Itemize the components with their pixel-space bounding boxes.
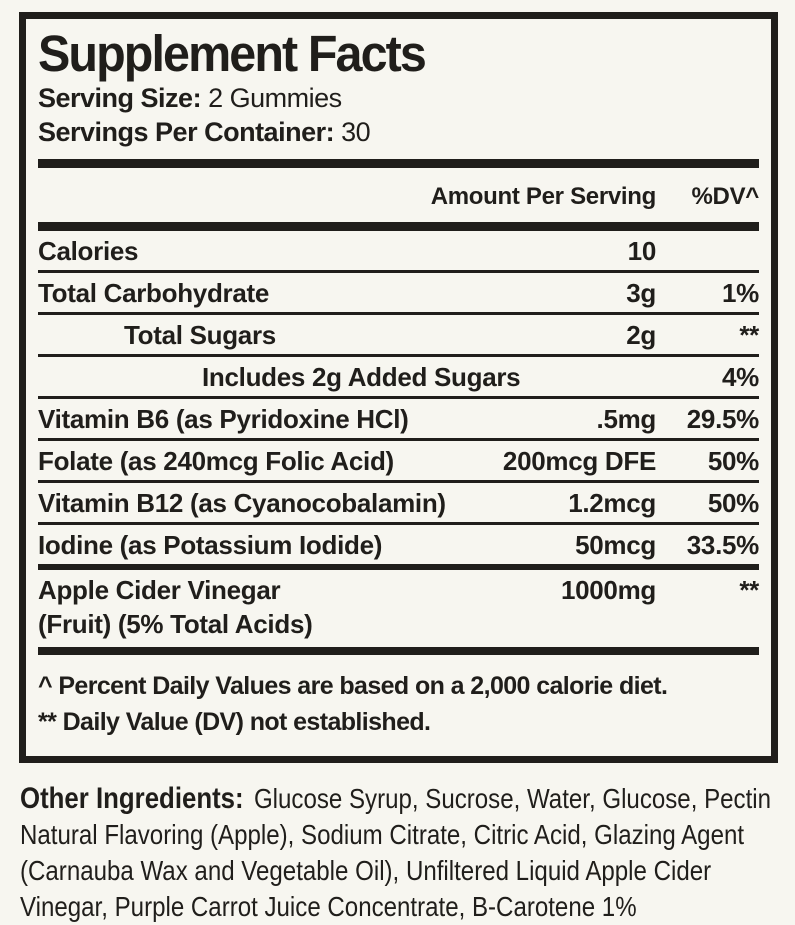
nutrient-daily-value: 33.5%: [686, 530, 760, 560]
divider-bar-top: [38, 159, 759, 168]
footnote-daily-values: ^ Percent Daily Values are based on a 2,…: [38, 672, 668, 700]
nutrient-amount: 1.2mcg: [568, 488, 656, 518]
nutrient-name-second-line: (Fruit) (5% Total Acids): [38, 609, 313, 639]
servings-per-container-label: Servings Per Container:: [38, 117, 335, 147]
nutrient-amount: 1000mg: [560, 575, 656, 605]
column-header-row: Amount Per Serving %DV^: [38, 168, 760, 222]
column-header-dv: %DV^: [691, 183, 760, 210]
table-row: Total Carbohydrate 3g 1%: [38, 273, 759, 315]
other-ingredients-line-1: Other Ingredients: Glucose Syrup, Sucrose…: [20, 781, 771, 817]
nutrient-amount: 10: [627, 236, 657, 266]
nutrient-daily-value: 4%: [722, 362, 759, 392]
nutrient-amount: 200mcg DFE: [502, 446, 656, 476]
nutrient-daily-value: 1%: [722, 278, 759, 308]
nutrient-name: Total Sugars: [124, 320, 276, 350]
servings-per-container-value: 30: [341, 117, 371, 147]
nutrient-daily-value: 50%: [707, 446, 759, 476]
footnotes: ^ Percent Daily Values are based on a 2,…: [38, 655, 759, 740]
table-row: Apple Cider Vinegar 1000mg ** (Fruit) (5…: [38, 570, 759, 647]
other-ingredients-line-2: Natural Flavoring (Apple), Sodium Citrat…: [20, 819, 745, 850]
nutrient-daily-value: 50%: [707, 488, 759, 518]
nutrient-name: Total Carbohydrate: [38, 278, 270, 308]
servings-per-container-line: Servings Per Container: 30: [38, 115, 759, 149]
nutrient-name: Includes 2g Added Sugars: [202, 362, 521, 392]
table-row: Calories 10: [38, 231, 759, 273]
supplement-facts-panel: Supplement Facts Serving Size: 2 Gummies …: [19, 12, 778, 763]
divider-bar-header: [38, 222, 759, 231]
nutrient-name: Vitamin B12 (as Cyanocobalamin): [38, 488, 446, 518]
table-row: Folate (as 240mcg Folic Acid) 200mcg DFE…: [38, 441, 759, 483]
nutrient-amount: 2g: [626, 320, 656, 350]
table-row: Iodine (as Potassium Iodide) 50mcg 33.5%: [38, 525, 759, 570]
other-ingredients-section: Other Ingredients: Glucose Syrup, Sucrose…: [20, 781, 780, 925]
other-ingredients-text-1: Glucose Syrup, Sucrose, Water, Glucose, …: [253, 783, 772, 814]
nutrient-daily-value: 29.5%: [686, 404, 760, 434]
nutrient-name: Iodine (as Potassium Iodide): [38, 530, 383, 560]
divider-bar-bottom: [38, 647, 759, 655]
table-row: Total Sugars 2g **: [38, 315, 759, 357]
serving-size-line: Serving Size: 2 Gummies: [38, 81, 759, 115]
nutrient-name: Apple Cider Vinegar: [38, 575, 281, 605]
other-ingredients-line-4: Vinegar, Purple Carrot Juice Concentrate…: [20, 891, 637, 922]
other-ingredients-label: Other Ingredients:: [20, 782, 244, 815]
table-row: Vitamin B6 (as Pyridoxine HCl) .5mg 29.5…: [38, 399, 759, 441]
nutrient-name: Folate (as 240mcg Folic Acid): [38, 446, 394, 476]
nutrient-daily-value: **: [739, 320, 759, 350]
nutrient-daily-value: **: [739, 575, 759, 605]
nutrient-amount: 50mcg: [575, 530, 656, 560]
facts-rows: Calories 10 Total Carbohydrate 3g 1% Tot…: [38, 231, 759, 647]
nutrient-name: Calories: [38, 236, 139, 266]
table-row: Vitamin B12 (as Cyanocobalamin) 1.2mcg 5…: [38, 483, 759, 525]
nutrient-amount: .5mg: [596, 404, 657, 434]
serving-size-label: Serving Size:: [38, 83, 202, 113]
footnote-dv-not-established: ** Daily Value (DV) not established.: [38, 708, 431, 736]
nutrient-amount: 3g: [626, 278, 656, 308]
serving-size-value: 2 Gummies: [208, 83, 342, 113]
column-header-amount: Amount Per Serving: [430, 183, 657, 210]
nutrient-name: Vitamin B6 (as Pyridoxine HCl): [38, 404, 409, 434]
other-ingredients-line-3: (Carnauba Wax and Vegetable Oil), Unfilt…: [20, 855, 712, 886]
table-row: Includes 2g Added Sugars 4%: [38, 357, 759, 399]
panel-title: Supplement Facts: [38, 25, 427, 82]
